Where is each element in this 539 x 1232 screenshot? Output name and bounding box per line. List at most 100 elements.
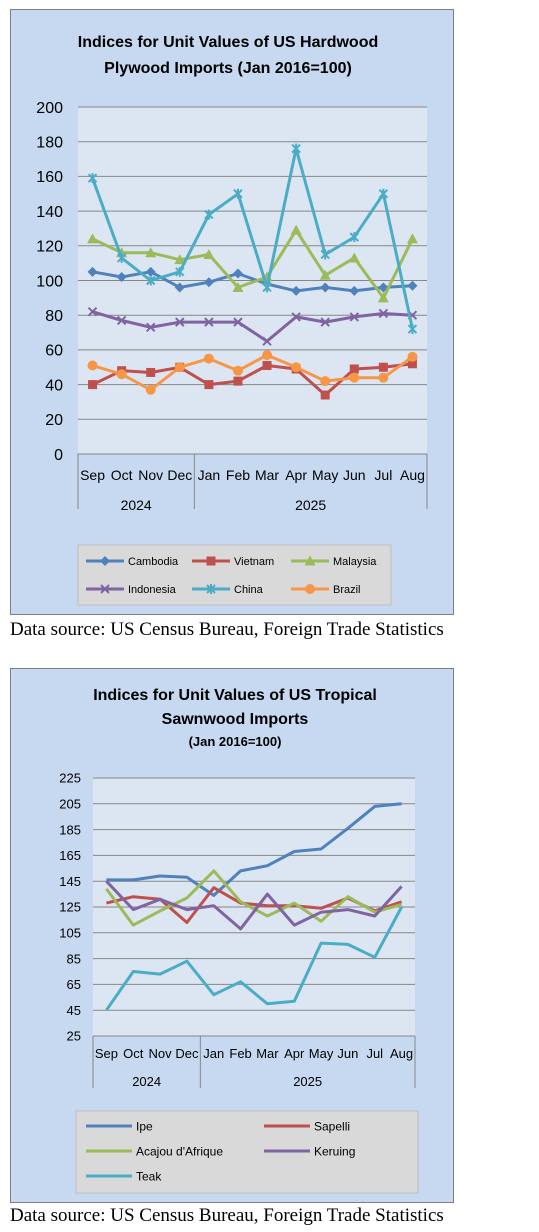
legend-label: China bbox=[234, 584, 264, 596]
legend-label: Acajou d'Afrique bbox=[136, 1144, 223, 1158]
y-tick-label: 145 bbox=[59, 874, 81, 889]
data-point-marker bbox=[232, 268, 243, 279]
data-point-marker bbox=[232, 365, 243, 376]
data-point-marker bbox=[174, 362, 185, 373]
data-point-marker bbox=[262, 282, 272, 293]
data-point-marker bbox=[145, 266, 156, 277]
data-point-marker bbox=[175, 317, 185, 327]
plywood-chart-panel: Indices for Unit Values of US Hardwood Pl… bbox=[10, 9, 454, 615]
data-point-marker bbox=[378, 372, 389, 383]
data-point-marker bbox=[116, 369, 127, 380]
data-point-marker bbox=[406, 233, 418, 244]
series-line-acajou-d-afrique bbox=[105, 869, 403, 927]
legend-marker bbox=[305, 584, 315, 594]
x-tick-label: Feb bbox=[229, 1046, 251, 1061]
y-tick-label: 120 bbox=[36, 239, 63, 256]
x-tick-label: Nov bbox=[138, 467, 163, 483]
legend-label: Vietnam bbox=[234, 556, 274, 568]
y-tick-label: 185 bbox=[59, 822, 81, 837]
y-tick-label: 85 bbox=[67, 951, 81, 966]
legend-box bbox=[75, 1110, 419, 1194]
data-point-marker bbox=[174, 282, 185, 293]
series-line-indonesia bbox=[92, 310, 413, 343]
y-tick-label: 80 bbox=[45, 308, 63, 325]
data-point-marker bbox=[175, 266, 185, 277]
data-point-marker bbox=[233, 376, 243, 386]
y-tick-label: 225 bbox=[59, 771, 81, 786]
data-point-marker bbox=[349, 372, 360, 383]
data-point-marker bbox=[262, 350, 273, 361]
year-group-label: 2025 bbox=[295, 497, 326, 513]
data-point-marker bbox=[203, 277, 214, 288]
data-source-note: Data source: US Census Bureau, Foreign T… bbox=[10, 1205, 444, 1226]
data-point-marker bbox=[407, 324, 418, 335]
chart-subtitle: (Jan 2016=100) bbox=[189, 734, 282, 749]
plywood-chart-svg: Indices for Unit Values of US Hardwood Pl… bbox=[36, 34, 428, 606]
x-tick-label: Jul bbox=[366, 1046, 383, 1061]
legend-label: Keruing bbox=[314, 1144, 355, 1158]
y-tick-label: 0 bbox=[54, 447, 63, 464]
legend-label: Indonesia bbox=[128, 584, 177, 596]
data-point-marker bbox=[146, 275, 156, 286]
series-line-malaysia bbox=[91, 228, 414, 300]
data-point-marker bbox=[88, 380, 98, 390]
series-line-ipe bbox=[106, 802, 402, 897]
y-tick-label: 100 bbox=[36, 273, 63, 290]
legend-label: Sapelli bbox=[314, 1119, 350, 1133]
data-point-marker bbox=[87, 233, 99, 244]
data-point-marker bbox=[291, 285, 302, 296]
legend-box bbox=[77, 544, 392, 606]
year-group-label: 2024 bbox=[132, 1074, 161, 1089]
y-tick-label: 60 bbox=[45, 343, 63, 360]
data-point-marker bbox=[233, 188, 243, 199]
legend-label: Cambodia bbox=[128, 556, 179, 568]
series-line-teak bbox=[105, 906, 403, 1012]
series-line-china bbox=[91, 147, 414, 330]
data-point-marker bbox=[262, 361, 272, 371]
data-point-marker bbox=[262, 336, 272, 346]
legend-label: Malaysia bbox=[333, 556, 377, 568]
data-point-marker bbox=[377, 292, 389, 303]
data-point-marker bbox=[204, 317, 214, 327]
data-point-marker bbox=[87, 360, 98, 371]
y-tick-label: 200 bbox=[36, 100, 63, 117]
data-point-marker bbox=[349, 364, 359, 374]
x-tick-label: Apr bbox=[285, 467, 307, 483]
x-tick-label: Jan bbox=[203, 1046, 224, 1061]
data-point-marker bbox=[290, 224, 302, 235]
series-line-vietnam bbox=[91, 362, 413, 397]
x-tick-label: Jan bbox=[198, 467, 221, 483]
legend-marker bbox=[206, 556, 216, 566]
y-tick-label: 160 bbox=[36, 169, 63, 186]
x-tick-label: Aug bbox=[390, 1046, 413, 1061]
x-tick-label: Nov bbox=[149, 1046, 173, 1061]
data-point-marker bbox=[116, 252, 127, 263]
y-tick-label: 165 bbox=[59, 848, 81, 863]
x-tick-label: Jun bbox=[343, 467, 366, 483]
data-point-marker bbox=[116, 272, 127, 283]
legend-marker bbox=[304, 555, 316, 566]
chart-title: Sawnwood Imports bbox=[162, 711, 309, 728]
data-point-marker bbox=[291, 362, 302, 373]
x-tick-label: Apr bbox=[284, 1046, 305, 1061]
x-tick-label: Oct bbox=[123, 1046, 144, 1061]
y-tick-label: 20 bbox=[45, 412, 63, 429]
data-point-marker bbox=[378, 308, 389, 319]
data-point-marker bbox=[348, 252, 360, 263]
data-point-marker bbox=[145, 384, 156, 395]
y-tick-label: 105 bbox=[59, 925, 81, 940]
data-point-marker bbox=[146, 367, 156, 377]
series-line-keruing bbox=[105, 880, 403, 931]
data-point-marker bbox=[320, 390, 330, 400]
x-tick-label: Sep bbox=[80, 467, 105, 483]
data-point-marker bbox=[349, 232, 359, 243]
x-tick-label: Aug bbox=[400, 467, 425, 483]
data-source-note: Data source: US Census Bureau, Foreign T… bbox=[10, 619, 444, 640]
series-line-cambodia bbox=[92, 270, 413, 293]
data-point-marker bbox=[203, 248, 215, 259]
x-tick-label: Oct bbox=[111, 467, 133, 483]
chart-title: Indices for Unit Values of US Tropical bbox=[93, 687, 377, 704]
x-tick-label: Sep bbox=[95, 1046, 118, 1061]
data-point-marker bbox=[407, 351, 418, 362]
data-point-marker bbox=[174, 254, 186, 265]
